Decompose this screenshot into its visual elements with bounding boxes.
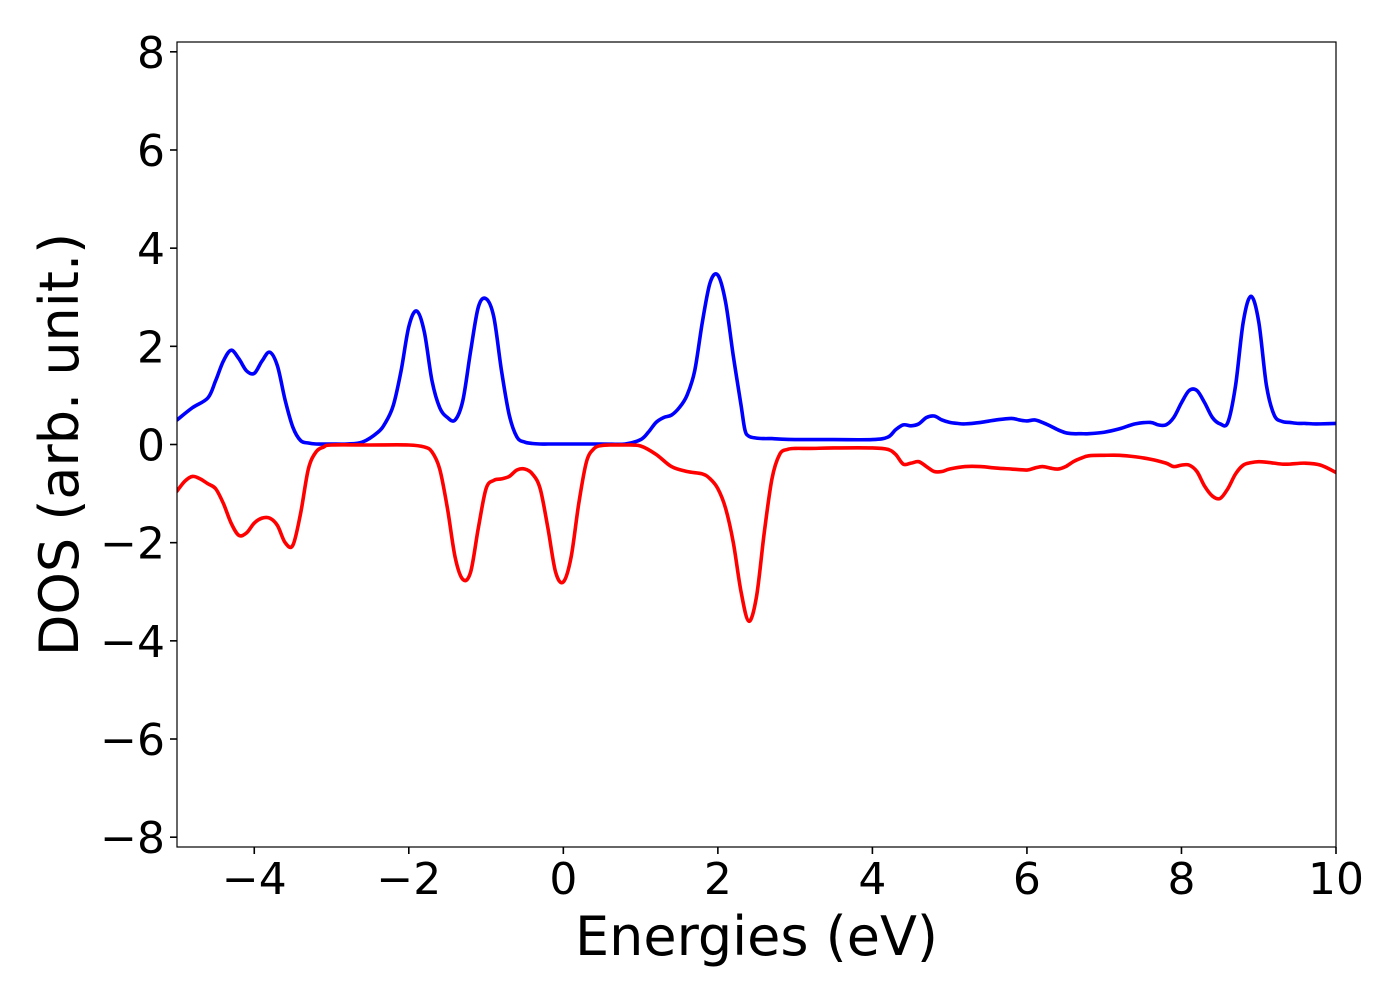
x-tick-label: −4 [222, 854, 287, 905]
y-tick-label: 6 [137, 126, 165, 177]
y-tick-label: −2 [100, 519, 165, 570]
x-tick-label: −2 [376, 854, 441, 905]
y-tick-label: 4 [137, 224, 165, 275]
x-tick-label: 0 [549, 854, 577, 905]
y-tick-label: 8 [137, 28, 165, 79]
series-line-spin-up [177, 272, 1336, 447]
x-tick-label: 10 [1308, 854, 1364, 905]
x-tick-label: 2 [704, 854, 732, 905]
x-tick-label: 4 [858, 854, 886, 905]
y-axis-label: DOS (arb. unit.) [28, 233, 91, 656]
x-axis-label: Energies (eV) [575, 905, 938, 968]
y-tick-label: −6 [100, 715, 165, 766]
x-axis: −4 −2 0 2 4 6 8 10 [222, 847, 1364, 905]
y-tick-label: −8 [100, 813, 165, 864]
x-tick-label: 8 [1167, 854, 1195, 905]
series-line-spin-down [177, 443, 1336, 624]
y-tick-label: 2 [137, 322, 165, 373]
x-tick-label: 6 [1013, 854, 1041, 905]
series-layer [177, 272, 1336, 624]
y-tick-label: −4 [100, 617, 165, 668]
y-tick-label: 0 [137, 421, 165, 472]
y-axis: −8 −6 −4 −2 0 2 4 6 8 [100, 28, 177, 864]
